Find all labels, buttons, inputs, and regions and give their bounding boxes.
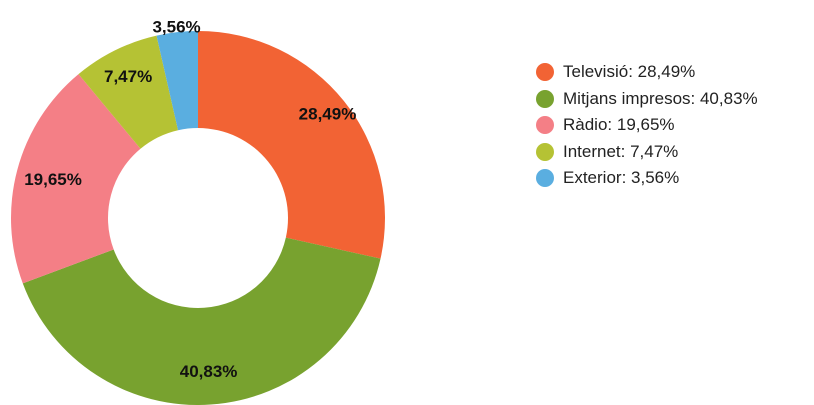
- legend-label-exterior: Exterior: 3,56%: [563, 168, 680, 188]
- donut-slices: [10, 31, 386, 405]
- slice-label-radio: 19,65%: [24, 170, 82, 189]
- legend-swatch-radio: [536, 116, 554, 135]
- legend-item-internet: Internet: 7,47%: [536, 139, 758, 166]
- slice-mitjans-impresos: [22, 237, 381, 405]
- slice-labels: 28,49% 40,83% 19,65% 7,47% 3,56%: [24, 18, 356, 381]
- slice-label-internet: 7,47%: [104, 67, 152, 86]
- slice-label-televisio: 28,49%: [299, 105, 357, 124]
- slice-label-mitjans-impresos: 40,83%: [180, 362, 238, 381]
- slice-internet: [78, 35, 179, 149]
- slice-televisio: [198, 31, 386, 259]
- slice-label-exterior: 3,56%: [152, 18, 200, 37]
- legend-label-internet: Internet: 7,47%: [563, 141, 679, 161]
- legend-swatch-mitjans-impresos: [536, 89, 554, 108]
- slice-radio: [10, 74, 141, 284]
- legend-item-exterior: Exterior: 3,56%: [536, 165, 758, 192]
- legend-swatch-televisio: [536, 63, 554, 82]
- legend-swatch-exterior: [536, 169, 554, 188]
- slice-exterior: [156, 31, 198, 131]
- legend-item-televisio: Televisió: 28,49%: [536, 59, 758, 86]
- legend-label-mitjans-impresos: Mitjans impresos: 40,83%: [563, 88, 758, 108]
- legend-item-mitjans-impresos: Mitjans impresos: 40,83%: [536, 86, 758, 113]
- legend: Televisió: 28,49% Mitjans impresos: 40,8…: [536, 59, 758, 192]
- legend-item-radio: Ràdio: 19,65%: [536, 112, 758, 139]
- legend-label-televisio: Televisió: 28,49%: [563, 62, 696, 82]
- legend-label-radio: Ràdio: 19,65%: [563, 115, 675, 135]
- legend-swatch-internet: [536, 142, 554, 161]
